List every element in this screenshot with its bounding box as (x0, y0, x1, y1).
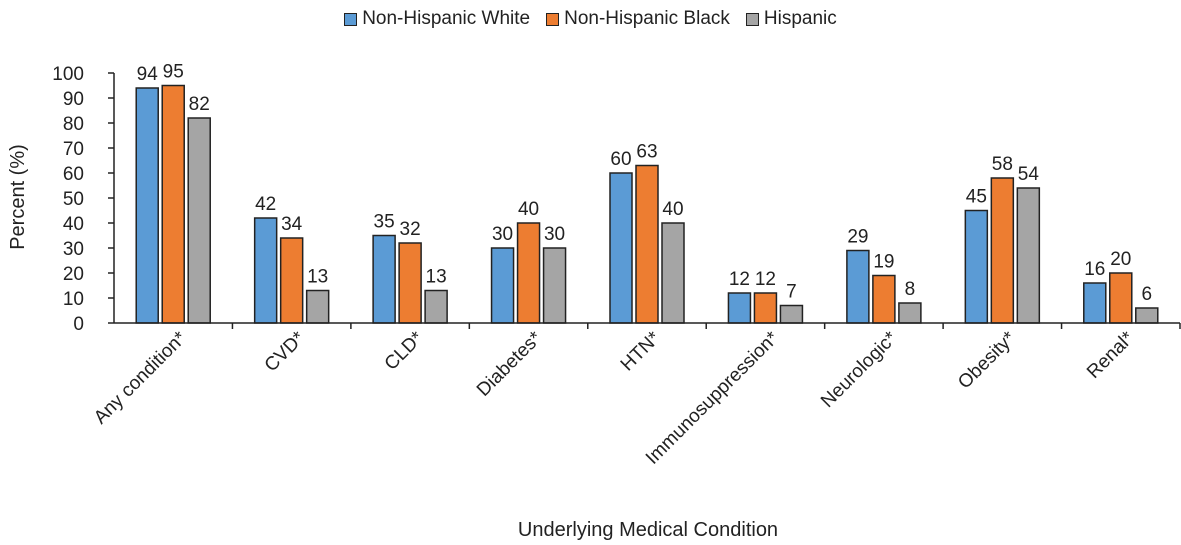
data-label: 20 (1110, 249, 1131, 270)
y-tick-label: 80 (63, 114, 84, 135)
data-label: 7 (786, 282, 797, 303)
legend: Non-Hispanic White Non-Hispanic Black Hi… (0, 8, 1181, 30)
data-label: 45 (966, 187, 987, 208)
y-tick-label: 30 (63, 239, 84, 260)
bar (846, 249, 870, 324)
legend-swatch-black (546, 12, 560, 26)
legend-item-black: Non-Hispanic Black (546, 8, 730, 30)
bar (135, 87, 159, 324)
data-label: 60 (610, 149, 631, 170)
bar (424, 289, 448, 324)
bar (1083, 282, 1107, 324)
y-tick-label: 60 (63, 164, 84, 185)
bar (661, 222, 685, 324)
data-label: 16 (1084, 259, 1105, 280)
x-tick-label: CLD* (381, 327, 428, 374)
bar (635, 164, 659, 324)
bar (187, 117, 211, 324)
x-axis-title: Underlying Medical Condition (518, 519, 778, 541)
y-axis: 0 10 20 30 40 50 60 70 80 90 100 (52, 64, 115, 335)
data-label: 58 (992, 154, 1013, 175)
x-tick-label: Neurologic* (817, 327, 902, 412)
legend-item-hispanic: Hispanic (745, 8, 837, 30)
bar (398, 242, 422, 324)
bar (305, 289, 330, 324)
data-label: 8 (905, 279, 916, 300)
x-axis: Any condition* CVD* CLD* Diabetes* HTN*Immun… (90, 322, 1181, 469)
bar (1135, 307, 1159, 324)
data-label: 32 (400, 219, 421, 240)
data-label: 40 (518, 199, 539, 220)
data-label: 30 (492, 224, 513, 245)
data-label: 29 (847, 227, 868, 248)
data-label: 95 (163, 62, 184, 83)
bar (372, 234, 396, 324)
y-tick-label: 100 (52, 64, 84, 85)
y-tick-label: 70 (63, 139, 84, 160)
data-label: 40 (662, 199, 683, 220)
y-tick-label: 50 (63, 189, 84, 210)
x-tick-label: CVD* (261, 327, 310, 376)
bar (727, 292, 752, 324)
bar (490, 247, 515, 324)
legend-swatch-hispanic (745, 12, 759, 26)
x-tick-label: Obesity* (954, 327, 1020, 393)
bar (779, 304, 804, 324)
bar (279, 237, 304, 324)
data-label: 19 (873, 252, 894, 273)
y-tick-label: 0 (73, 314, 84, 335)
x-tick-label: HTN* (617, 327, 665, 375)
data-label: 13 (426, 267, 447, 288)
bar (542, 247, 567, 324)
y-axis-title: Percent (%) (7, 144, 29, 250)
legend-label-black: Non-Hispanic Black (564, 8, 730, 29)
data-label: 12 (755, 269, 776, 290)
data-label: 54 (1018, 164, 1040, 185)
bar (253, 217, 278, 324)
bar (872, 274, 896, 324)
legend-label-hispanic: Hispanic (763, 8, 837, 29)
x-tick-label: Immunosuppression* (642, 327, 783, 468)
y-tick-label: 90 (63, 89, 84, 110)
data-label: 30 (544, 224, 565, 245)
data-label: 63 (636, 142, 657, 163)
y-tick-label: 10 (63, 289, 84, 310)
bar (990, 177, 1015, 324)
data-label: 94 (137, 64, 159, 85)
data-label: 6 (1141, 284, 1152, 305)
x-tick-label: Diabetes* (473, 327, 547, 401)
legend-label-white: Non-Hispanic White (362, 8, 531, 29)
x-tick-label: Renal* (1083, 327, 1139, 383)
data-label: 35 (374, 212, 395, 233)
data-label: 12 (729, 269, 750, 290)
bar (898, 302, 922, 324)
y-tick-label: 40 (63, 214, 84, 235)
data-label: 82 (189, 94, 210, 115)
bar (964, 209, 989, 324)
data-label: 13 (307, 267, 328, 288)
x-tick-label: Any condition* (90, 327, 191, 428)
bar (1109, 272, 1133, 324)
bar (161, 84, 185, 324)
bar (753, 292, 778, 324)
bar (609, 172, 633, 324)
data-label: 42 (255, 194, 276, 215)
legend-swatch-white (344, 12, 358, 26)
bar (516, 222, 541, 324)
data-label: 34 (281, 214, 303, 235)
bar (1016, 187, 1041, 324)
legend-item-white: Non-Hispanic White (344, 8, 530, 30)
y-tick-label: 20 (63, 264, 84, 285)
